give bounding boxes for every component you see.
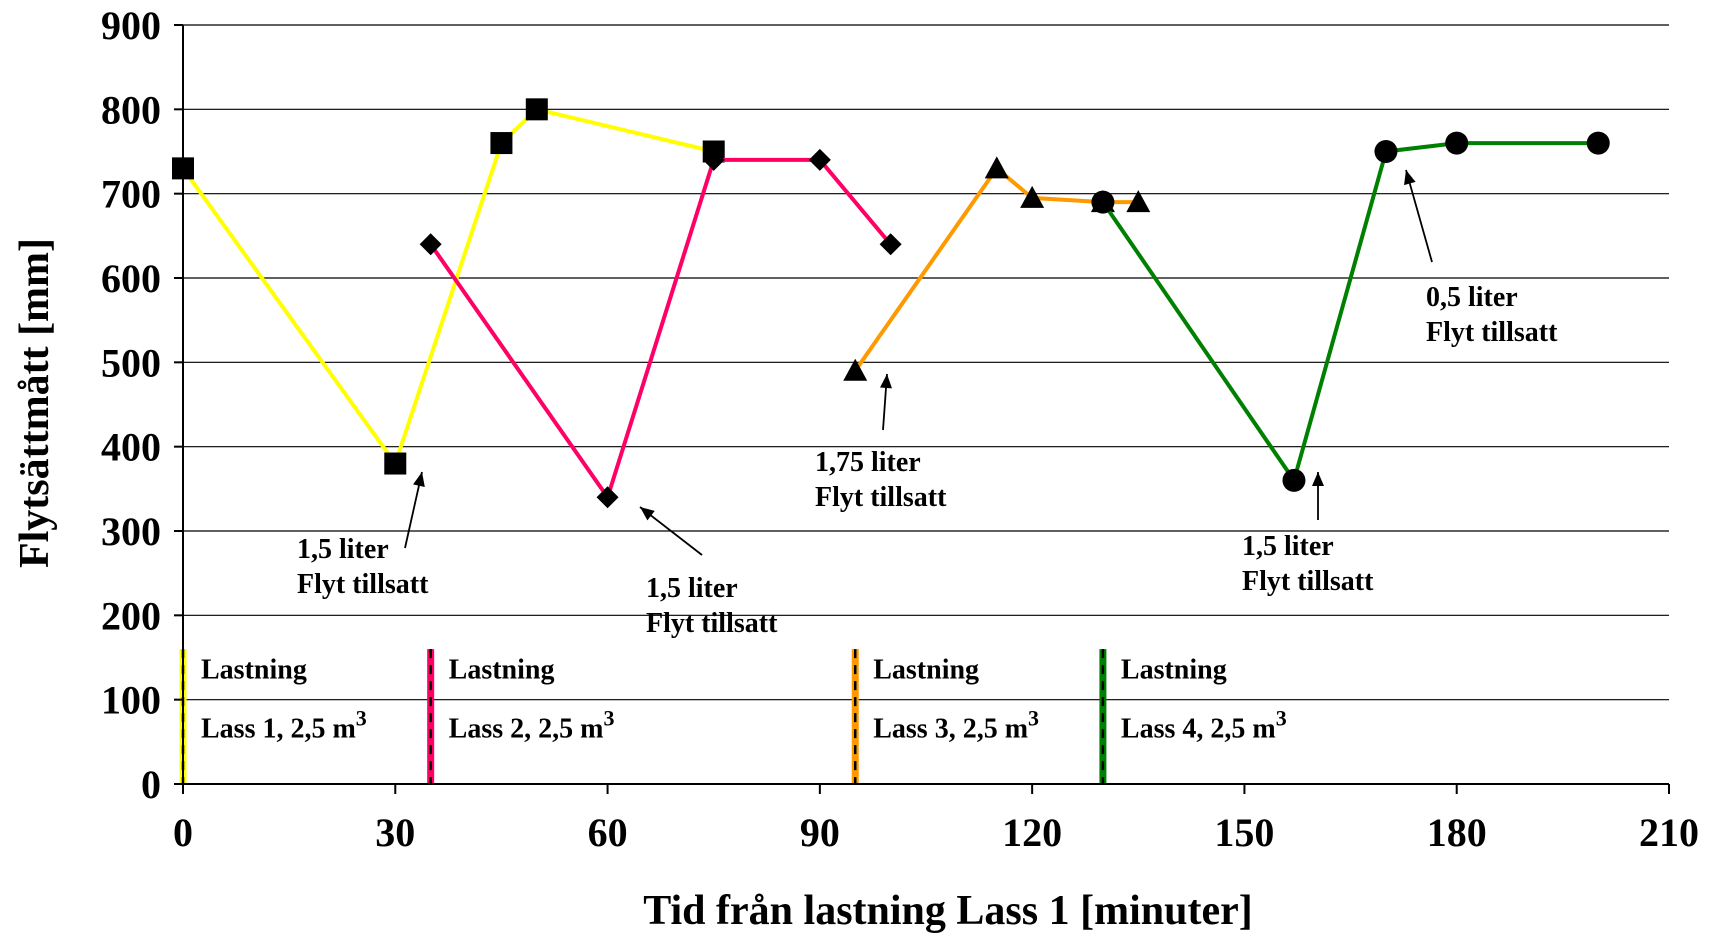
data-point [843,358,868,381]
annotation-text: Flyt tillsatt [297,569,429,600]
data-point [384,452,407,475]
data-point [808,148,831,171]
data-point [1020,185,1045,208]
loading-label: Lastning [449,655,555,686]
loading-label: Lastning [873,655,979,686]
y-tick-label: 400 [101,425,161,470]
x-tick-label: 30 [375,810,415,855]
y-axis-title: Flytsättmått [mm] [12,238,58,568]
annotation-text: 0,5 liter [1426,282,1518,313]
axes [174,24,1670,794]
y-tick-label: 600 [101,256,161,301]
data-point [596,486,619,509]
x-tick-label: 0 [173,810,193,855]
data-point [984,156,1009,179]
data-point [879,233,902,256]
loading-label: Lastning [201,655,307,686]
annotation-arrowhead [640,507,655,521]
loading-label: Lastning [1121,655,1227,686]
data-point [419,233,442,256]
annotation-text: 1,5 liter [297,534,389,565]
annotation-arrowhead [1404,170,1416,186]
loading-label: Lass 4, 2,5 m3 [1121,706,1287,745]
annotation-arrow [1405,169,1433,263]
data-point [525,98,548,121]
data-point [1586,131,1610,155]
loading-label: Lass 1, 2,5 m3 [201,706,367,745]
annotations: 1,5 liter Flyt tillsatt 1,5 liter Flyt till… [297,169,1558,639]
data-point [1126,190,1151,213]
data-point [1445,131,1469,155]
loading-markers: Lastning Lass 1, 2,5 m3 Lastning Lass 2, 2,… [179,649,1287,784]
data-point [1282,468,1306,492]
annotation-text: 1,75 liter [815,447,921,478]
tick-labels: 0 100 200 300 400 500 600 700 800 900 0 30 60 90 120 15… [101,3,1699,855]
data-point [1374,140,1398,163]
y-tick-label: 200 [101,593,161,638]
annotation-arrowhead [413,472,425,487]
annotation-text: Flyt tillsatt [815,482,947,513]
data-point [1091,190,1115,214]
x-tick-label: 120 [1002,810,1062,855]
loading-label: Lass 3, 2,5 m3 [873,706,1039,745]
annotation-text: Flyt tillsatt [1242,566,1374,597]
y-tick-label: 800 [101,87,161,132]
annotation-text: Flyt tillsatt [1426,317,1558,348]
y-tick-label: 300 [101,509,161,554]
y-tick-label: 700 [101,172,161,217]
annotation-text: 1,5 liter [1242,531,1334,562]
y-tick-label: 500 [101,340,161,385]
x-tick-label: 60 [588,810,628,855]
x-tick-label: 150 [1214,810,1274,855]
loading-label: Lass 2, 2,5 m3 [449,706,615,745]
x-tick-label: 210 [1639,810,1699,855]
annotation-arrowhead [1312,472,1324,486]
data-point [702,148,725,171]
annotation-arrowhead [880,374,892,389]
y-tick-label: 900 [101,3,161,48]
annotation-text: 1,5 liter [646,573,738,604]
x-tick-label: 90 [800,810,840,855]
y-tick-label: 0 [141,762,161,807]
data-series [172,98,1610,509]
y-tick-label: 100 [101,678,161,723]
x-tick-label: 180 [1427,810,1487,855]
x-axis-title: Tid från lastning Lass 1 [minuter] [643,888,1252,934]
annotation-text: Flyt tillsatt [646,608,778,639]
data-point [490,132,513,155]
